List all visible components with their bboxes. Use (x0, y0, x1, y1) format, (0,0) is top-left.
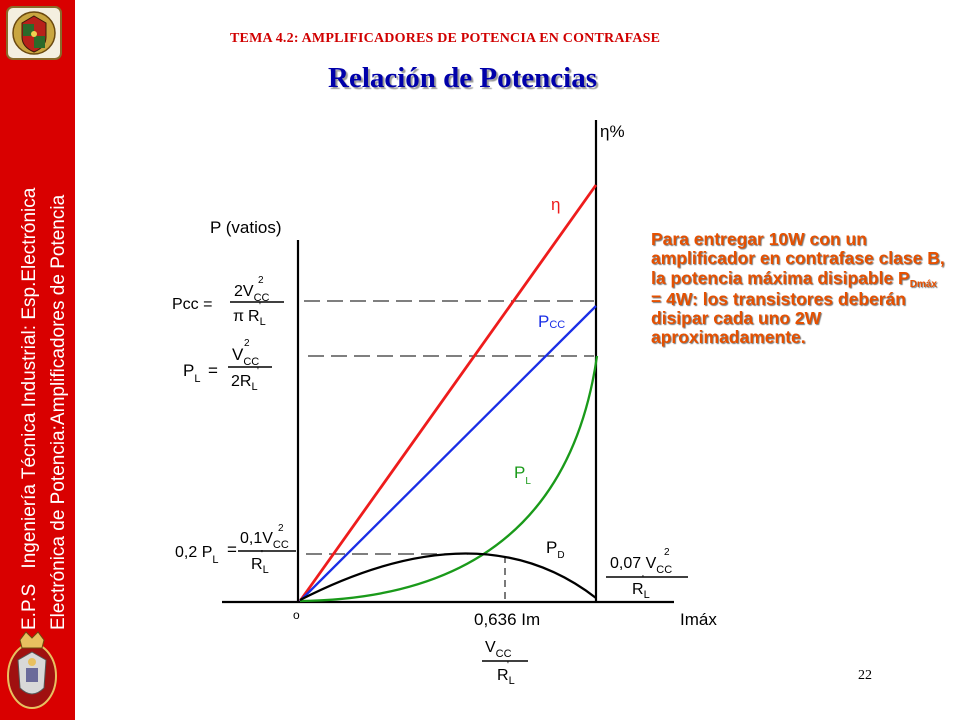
sidebar-line1: Ingeniería Técnica Industrial: Esp.Elect… (19, 187, 40, 568)
x-axis-mid-label: 0,636 Im (474, 610, 540, 629)
svg-text:2: 2 (278, 523, 284, 534)
svg-text:Pcc =: Pcc = (172, 296, 212, 313)
university-crest-logo (6, 6, 62, 60)
note-part1: Para entregar 10W con un amplificador en… (651, 229, 945, 288)
svg-text:=: = (227, 540, 237, 559)
svg-text:': ' (642, 574, 644, 585)
explanation-note: Para entregar 10W con un amplificador en… (651, 229, 951, 347)
note-part2: = 4W: los transistores deberán disipar c… (651, 288, 906, 347)
svg-text:0,1VCC: 0,1VCC (240, 530, 289, 551)
pd-curve-label: PD (546, 538, 565, 561)
svg-text:VCC: VCC (485, 639, 512, 660)
pcc-curve-label: PCC (538, 312, 565, 331)
x-axis-end-label: Imáx (680, 610, 717, 629)
svg-text:RL: RL (632, 581, 650, 601)
origin-label: o (293, 608, 300, 622)
svg-text:0,2 PL: 0,2 PL (175, 544, 218, 566)
pl-02-formula: 0,2 PL = 0,1VCC 2 RL ' (175, 523, 296, 576)
svg-text:VCC: VCC (232, 345, 259, 368)
pcc-curve (299, 305, 597, 602)
svg-text:πRL: π RL (233, 308, 266, 328)
svg-text:=: = (208, 361, 218, 380)
topic-heading: TEMA 4.2: AMPLIFICADORES DE POTENCIA EN … (230, 31, 661, 46)
x-axis-formula: VCC RL ' (482, 639, 528, 687)
svg-text:RL: RL (251, 556, 269, 576)
svg-text:': ' (259, 301, 261, 312)
sidebar (0, 0, 75, 720)
svg-text:': ' (507, 660, 509, 671)
svg-text:': ' (257, 366, 259, 377)
pcc-formula: Pcc = 2VCC 2 π RL ' (172, 275, 284, 328)
note-subscript: Dmáx (909, 278, 937, 290)
page-title: Relación de Potencias (328, 62, 598, 94)
power-axis-label: P (vatios) (210, 218, 282, 237)
svg-text:2: 2 (258, 275, 264, 286)
pd-curve (299, 552, 597, 602)
efficiency-axis-label: η% (600, 122, 625, 141)
pd-max-formula: 0,07 VCC 2 RL ' (606, 547, 688, 601)
svg-text:': ' (261, 549, 263, 560)
svg-text:RL: RL (497, 667, 515, 687)
page-number: 22 (858, 668, 872, 683)
svg-text:2VCC: 2VCC (234, 283, 270, 304)
sidebar-text: E.P.S Ingeniería Técnica Industrial: Esp… (19, 187, 69, 630)
efficiency-curve-label: η (551, 195, 560, 214)
sidebar-line2: Electrónica de Potencia:Amplificadores d… (48, 194, 69, 630)
svg-text:2RL: 2RL (231, 373, 258, 393)
pl-curve (299, 355, 599, 603)
sidebar-eps: E.P.S (19, 584, 40, 630)
svg-text:2: 2 (244, 338, 250, 349)
efficiency-curve (298, 184, 598, 602)
svg-text:0,07 VCC: 0,07 VCC (610, 555, 672, 576)
pl-formula: PL = VCC 2 2RL ' (183, 338, 272, 393)
svg-text:2: 2 (664, 547, 670, 558)
svg-text:PL: PL (183, 361, 200, 385)
pl-curve-label: PL (514, 463, 531, 487)
school-emblem-logo (7, 631, 57, 709)
svg-text:E.P.S Ingeniería Técnica: E.P.S Ingeniería Técnica Industrial: Esp… (19, 187, 40, 630)
